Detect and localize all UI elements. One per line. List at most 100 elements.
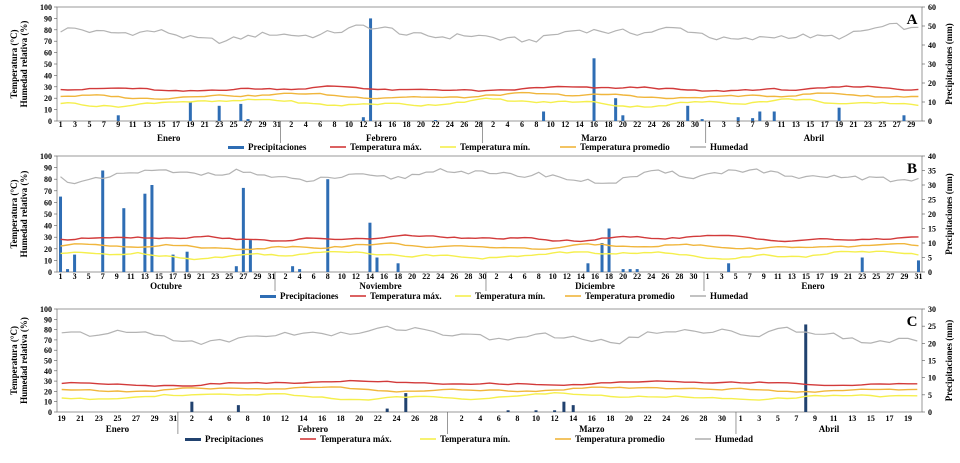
x-tick-label: 4 <box>304 120 308 129</box>
x-tick-label: 28 <box>475 120 483 129</box>
x-tick-label: 10 <box>345 120 353 129</box>
legend-label: Precipitaciones <box>248 142 307 152</box>
panel-label: A <box>907 12 918 28</box>
y2-tick-label: 25 <box>928 196 936 205</box>
y2-tick-label: 20 <box>928 339 936 348</box>
x-tick-label: 2 <box>289 120 293 129</box>
precip-bar <box>116 115 120 121</box>
x-tick-label: 25 <box>878 120 886 129</box>
x-tick-label: 26 <box>450 272 458 281</box>
precip-bar <box>143 193 147 272</box>
x-tick-label: 24 <box>647 272 655 281</box>
x-tick-label: 6 <box>523 272 527 281</box>
x-tick-label: 8 <box>534 120 538 129</box>
x-tick-label: 28 <box>430 414 438 423</box>
y-tick-label: 100 <box>40 152 52 161</box>
x-tick-label: 4 <box>298 272 302 281</box>
precip-bar <box>291 266 295 272</box>
x-tick-label: 21 <box>850 120 858 129</box>
legend-label: Temperatura promedio <box>575 434 665 444</box>
y-tick-label: 70 <box>44 187 52 196</box>
y-tick-label: 40 <box>44 367 52 376</box>
x-tick-label: 27 <box>239 272 247 281</box>
y-tick-label: 0 <box>48 117 52 126</box>
y-tick-label: 30 <box>44 83 52 92</box>
x-tick-label: 6 <box>227 414 231 423</box>
panel-c: 0102030405060708090100051015202530Temper… <box>9 305 954 444</box>
month-label: Diciembre <box>575 281 615 291</box>
precip-bar <box>916 260 920 272</box>
y-tick-label: 70 <box>44 336 52 345</box>
x-tick-label: 5 <box>776 414 780 423</box>
legend-label: Humedad <box>715 434 753 444</box>
x-tick-label: 24 <box>662 414 670 423</box>
legend-label: Temperatura máx. <box>370 291 442 301</box>
x-tick-label: 1 <box>59 272 63 281</box>
month-label: Octubre <box>150 281 182 291</box>
precip-bar <box>700 119 704 121</box>
x-tick-label: 16 <box>590 120 598 129</box>
x-tick-label: 22 <box>422 272 430 281</box>
precip-bar <box>298 269 302 272</box>
x-tick-label: 26 <box>460 120 468 129</box>
x-tick-label: 19 <box>183 272 191 281</box>
precip-bar <box>614 98 618 121</box>
y2-axis-title: Precipitaciones (mm) <box>944 23 954 105</box>
x-tick-label: 23 <box>215 120 223 129</box>
precip-bar <box>686 105 690 121</box>
precip-bar <box>542 111 546 121</box>
precip-bar <box>171 254 175 272</box>
x-tick-label: 18 <box>394 272 402 281</box>
y-axis-title: Temperatura (°C) <box>9 326 19 395</box>
legend-label: Temperatura promedio <box>585 291 675 301</box>
y2-tick-label: 10 <box>928 239 936 248</box>
x-tick-label: 6 <box>520 120 524 129</box>
series-line <box>60 97 919 108</box>
x-tick-label: 2 <box>460 414 464 423</box>
precip-bar <box>621 115 625 121</box>
y2-tick-label: 15 <box>928 357 936 366</box>
x-tick-label: 18 <box>604 120 612 129</box>
x-tick-label: 26 <box>662 120 670 129</box>
legend-swatch <box>228 146 244 149</box>
y-tick-label: 80 <box>44 326 52 335</box>
y-axis-title: Humedad relativa (%) <box>19 317 29 404</box>
y2-tick-label: 35 <box>928 167 936 176</box>
y2-tick-label: 15 <box>928 225 936 234</box>
x-tick-label: 7 <box>748 272 752 281</box>
x-tick-label: 8 <box>515 414 519 423</box>
x-tick-label: 9 <box>762 272 766 281</box>
x-tick-label: 14 <box>299 414 307 423</box>
y-tick-label: 100 <box>40 305 52 314</box>
x-tick-label: 26 <box>661 272 669 281</box>
y-tick-label: 80 <box>44 175 52 184</box>
y2-tick-label: 60 <box>928 3 936 12</box>
x-tick-label: 19 <box>186 120 194 129</box>
precip-bar <box>185 251 189 272</box>
month-label: Enero <box>106 424 130 434</box>
x-tick-label: 12 <box>359 120 367 129</box>
x-tick-label: 29 <box>151 414 159 423</box>
x-tick-label: 28 <box>675 272 683 281</box>
x-tick-label: 7 <box>751 120 755 129</box>
x-tick-label: 16 <box>388 120 396 129</box>
x-tick-label: 11 <box>778 120 786 129</box>
x-tick-label: 20 <box>619 272 627 281</box>
y2-tick-label: 0 <box>928 117 932 126</box>
x-tick-label: 28 <box>699 414 707 423</box>
precip-bar <box>772 111 776 121</box>
precip-bar <box>241 187 245 272</box>
x-tick-label: 8 <box>326 272 330 281</box>
precip-bar <box>600 243 604 272</box>
x-tick-label: 30 <box>691 120 699 129</box>
precip-bar <box>73 254 77 272</box>
x-tick-label: 8 <box>333 120 337 129</box>
x-tick-label: 31 <box>914 272 922 281</box>
x-tick-label: 6 <box>318 120 322 129</box>
x-tick-label: 6 <box>312 272 316 281</box>
x-tick-label: 27 <box>886 272 894 281</box>
x-tick-label: 9 <box>115 272 119 281</box>
precip-bar <box>433 120 437 121</box>
x-tick-label: 14 <box>366 272 374 281</box>
x-tick-label: 14 <box>577 272 585 281</box>
